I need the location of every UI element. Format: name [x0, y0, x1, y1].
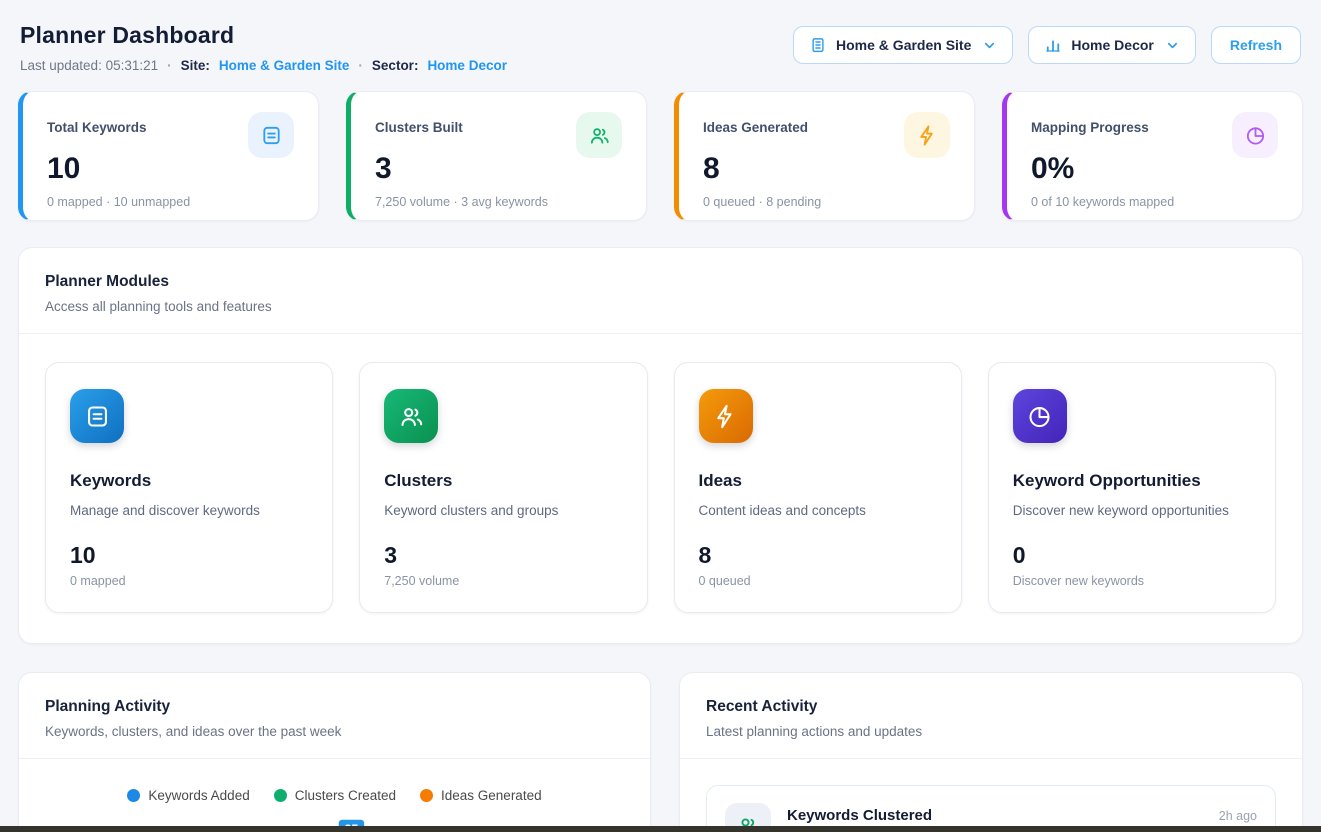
stat-card-mapping-progress: Mapping Progress 0% 0 of 10 keywords map… — [1002, 91, 1303, 221]
sector-label: Sector: — [372, 58, 419, 73]
meta-row: Last updated: 05:31:21 · Site: Home & Ga… — [20, 58, 507, 73]
users-icon — [384, 389, 438, 443]
site-label: Site: — [181, 58, 210, 73]
module-title: Ideas — [699, 471, 937, 491]
recent-activity-card: Recent Activity Latest planning actions … — [679, 672, 1303, 832]
chevron-down-icon — [1165, 38, 1180, 53]
page-header: Planner Dashboard Last updated: 05:31:21… — [18, 0, 1303, 73]
module-description: Manage and discover keywords — [70, 503, 308, 518]
activity-title: Keywords Clustered — [787, 803, 932, 824]
chart-legend: Keywords Added Clusters Created Ideas Ge… — [19, 788, 650, 803]
modules-grid: Keywords Manage and discover keywords 10… — [19, 334, 1302, 643]
building-icon — [809, 36, 827, 54]
stat-label: Ideas Generated — [703, 114, 808, 135]
planner-modules-header: Planner Modules Access all planning tool… — [19, 248, 1302, 334]
recent-activity-header: Recent Activity Latest planning actions … — [680, 673, 1302, 759]
site-selector-label: Home & Garden Site — [836, 37, 971, 53]
module-description: Content ideas and concepts — [699, 503, 937, 518]
module-description: Discover new keyword opportunities — [1013, 503, 1251, 518]
module-card-clusters[interactable]: Clusters Keyword clusters and groups 3 7… — [359, 362, 647, 613]
planning-activity-header: Planning Activity Keywords, clusters, an… — [19, 673, 650, 759]
legend-dot-icon — [127, 789, 140, 802]
module-card-keywords[interactable]: Keywords Manage and discover keywords 10… — [45, 362, 333, 613]
planner-dashboard-page: Planner Dashboard Last updated: 05:31:21… — [0, 0, 1321, 832]
users-icon — [576, 112, 622, 158]
module-caption: 7,250 volume — [384, 574, 622, 588]
activity-list-item: Keywords Clustered 2h ago 3 new clusters… — [706, 785, 1276, 832]
document-lines-icon — [248, 112, 294, 158]
module-value: 3 — [384, 542, 622, 569]
stat-label: Total Keywords — [47, 114, 147, 135]
module-value: 10 — [70, 542, 308, 569]
legend-item-clusters-created: Clusters Created — [274, 788, 396, 803]
bottom-row: Planning Activity Keywords, clusters, an… — [18, 672, 1303, 832]
stat-card-clusters-built: Clusters Built 3 7,250 volume · 3 avg ke… — [346, 91, 647, 221]
legend-label: Clusters Created — [295, 788, 396, 803]
module-value: 8 — [699, 542, 937, 569]
legend-label: Ideas Generated — [441, 788, 542, 803]
sector-selector-dropdown[interactable]: Home Decor — [1028, 26, 1195, 64]
stat-label: Mapping Progress — [1031, 114, 1149, 135]
bar-chart-icon — [1044, 36, 1062, 54]
section-subtitle: Latest planning actions and updates — [706, 724, 1276, 739]
legend-dot-icon — [274, 789, 287, 802]
lightning-bolt-icon — [904, 112, 950, 158]
stat-card-ideas-generated: Ideas Generated 8 0 queued · 8 pending — [674, 91, 975, 221]
planner-modules-panel: Planner Modules Access all planning tool… — [18, 247, 1303, 644]
module-title: Keyword Opportunities — [1013, 471, 1251, 491]
refresh-button[interactable]: Refresh — [1211, 26, 1301, 64]
lightning-bolt-icon — [699, 389, 753, 443]
document-lines-icon — [70, 389, 124, 443]
stat-caption: 0 mapped · 10 unmapped — [47, 195, 294, 209]
legend-label: Keywords Added — [148, 788, 249, 803]
sector-link[interactable]: Home Decor — [427, 58, 507, 73]
pie-chart-icon — [1013, 389, 1067, 443]
viewport-bottom-bar — [0, 826, 1321, 832]
stat-card-total-keywords: Total Keywords 10 0 mapped · 10 unmapped — [18, 91, 319, 221]
module-value: 0 — [1013, 542, 1251, 569]
chevron-down-icon — [982, 38, 997, 53]
legend-item-keywords-added: Keywords Added — [127, 788, 249, 803]
module-title: Keywords — [70, 471, 308, 491]
last-updated-text: Last updated: 05:31:21 — [20, 58, 158, 73]
section-title: Planning Activity — [45, 698, 624, 716]
site-link[interactable]: Home & Garden Site — [219, 58, 350, 73]
toolbar: Home & Garden Site Home Decor Refresh — [793, 26, 1301, 64]
section-title: Recent Activity — [706, 698, 1276, 716]
stat-caption: 7,250 volume · 3 avg keywords — [375, 195, 622, 209]
pie-chart-icon — [1232, 112, 1278, 158]
sector-selector-label: Home Decor — [1071, 37, 1153, 53]
module-caption: Discover new keywords — [1013, 574, 1251, 588]
refresh-button-label: Refresh — [1230, 37, 1282, 53]
legend-dot-icon — [420, 789, 433, 802]
module-caption: 0 mapped — [70, 574, 308, 588]
activity-timestamp: 2h ago — [1219, 809, 1257, 823]
stats-row: Total Keywords 10 0 mapped · 10 unmapped… — [18, 91, 1303, 221]
section-subtitle: Keywords, clusters, and ideas over the p… — [45, 724, 624, 739]
module-title: Clusters — [384, 471, 622, 491]
page-title: Planner Dashboard — [20, 22, 507, 49]
separator-dot: · — [167, 58, 172, 73]
planning-activity-card: Planning Activity Keywords, clusters, an… — [18, 672, 651, 832]
section-title: Planner Modules — [45, 273, 1276, 291]
module-description: Keyword clusters and groups — [384, 503, 622, 518]
module-card-ideas[interactable]: Ideas Content ideas and concepts 8 0 que… — [674, 362, 962, 613]
section-subtitle: Access all planning tools and features — [45, 299, 1276, 314]
site-selector-dropdown[interactable]: Home & Garden Site — [793, 26, 1013, 64]
module-card-keyword-opportunities[interactable]: Keyword Opportunities Discover new keywo… — [988, 362, 1276, 613]
legend-item-ideas-generated: Ideas Generated — [420, 788, 542, 803]
stat-label: Clusters Built — [375, 114, 463, 135]
stat-caption: 0 of 10 keywords mapped — [1031, 195, 1278, 209]
separator-dot: · — [358, 58, 363, 73]
module-caption: 0 queued — [699, 574, 937, 588]
stat-caption: 0 queued · 8 pending — [703, 195, 950, 209]
